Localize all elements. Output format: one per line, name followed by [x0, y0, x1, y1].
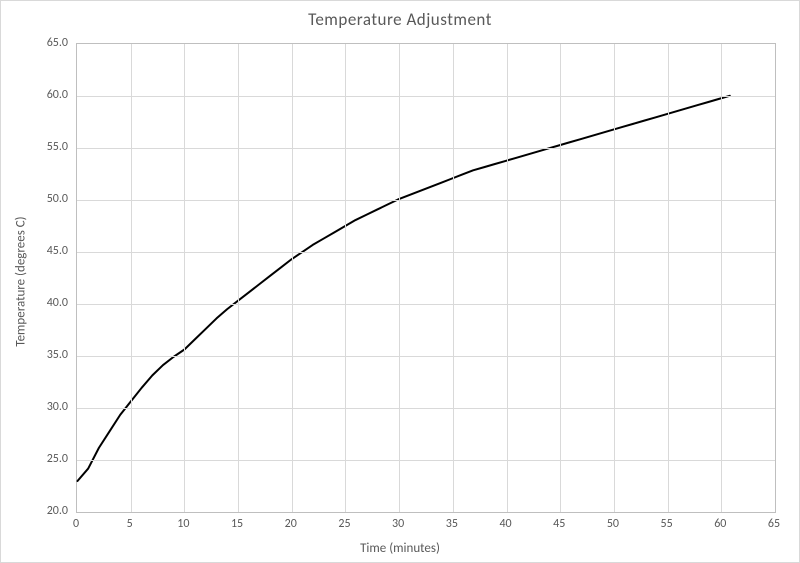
grid-line-v: [453, 44, 454, 512]
grid-line-v: [668, 44, 669, 512]
grid-line-h: [77, 96, 775, 97]
x-tick-label: 60: [714, 517, 726, 531]
y-axis-title: Temperature (degrees C): [14, 216, 29, 346]
y-tick-label: 25.0: [47, 452, 68, 466]
grid-line-v: [721, 44, 722, 512]
y-tick-label: 35.0: [47, 348, 68, 362]
x-tick-label: 0: [73, 517, 79, 531]
grid-line-v: [238, 44, 239, 512]
y-axis-title-wrap: Temperature (degrees C): [11, 1, 31, 562]
grid-line-h: [77, 148, 775, 149]
y-tick-label: 30.0: [47, 400, 68, 414]
chart-title: Temperature Adjustment: [1, 9, 799, 30]
x-tick-label: 55: [661, 517, 673, 531]
grid-line-v: [507, 44, 508, 512]
grid-line-h: [77, 356, 775, 357]
y-tick-label: 55.0: [47, 140, 68, 154]
x-tick-label: 40: [499, 517, 511, 531]
grid-line-v: [399, 44, 400, 512]
grid-line-v: [345, 44, 346, 512]
x-tick-label: 45: [553, 517, 565, 531]
series-svg: [77, 44, 775, 512]
x-tick-label: 50: [607, 517, 619, 531]
series-line: [77, 96, 729, 481]
y-tick-label: 40.0: [47, 296, 68, 310]
y-tick-label: 50.0: [47, 192, 68, 206]
x-tick-label: 5: [127, 517, 133, 531]
y-tick-label: 45.0: [47, 244, 68, 258]
plot-area: [76, 43, 776, 513]
grid-line-h: [77, 304, 775, 305]
grid-line-h: [77, 460, 775, 461]
grid-line-v: [131, 44, 132, 512]
chart-container: Temperature Adjustment Temperature (degr…: [0, 0, 800, 563]
grid-line-v: [614, 44, 615, 512]
x-axis-title: Time (minutes): [1, 541, 799, 556]
grid-line-h: [77, 408, 775, 409]
grid-line-v: [292, 44, 293, 512]
x-tick-label: 35: [446, 517, 458, 531]
x-tick-label: 30: [392, 517, 404, 531]
x-tick-label: 65: [768, 517, 780, 531]
grid-line-v: [184, 44, 185, 512]
x-tick-label: 25: [338, 517, 350, 531]
grid-line-h: [77, 252, 775, 253]
y-tick-label: 65.0: [47, 36, 68, 50]
y-tick-label: 60.0: [47, 88, 68, 102]
y-tick-label: 20.0: [47, 504, 68, 518]
x-tick-label: 10: [177, 517, 189, 531]
x-tick-label: 15: [231, 517, 243, 531]
grid-line-v: [560, 44, 561, 512]
grid-line-h: [77, 200, 775, 201]
x-tick-label: 20: [285, 517, 297, 531]
